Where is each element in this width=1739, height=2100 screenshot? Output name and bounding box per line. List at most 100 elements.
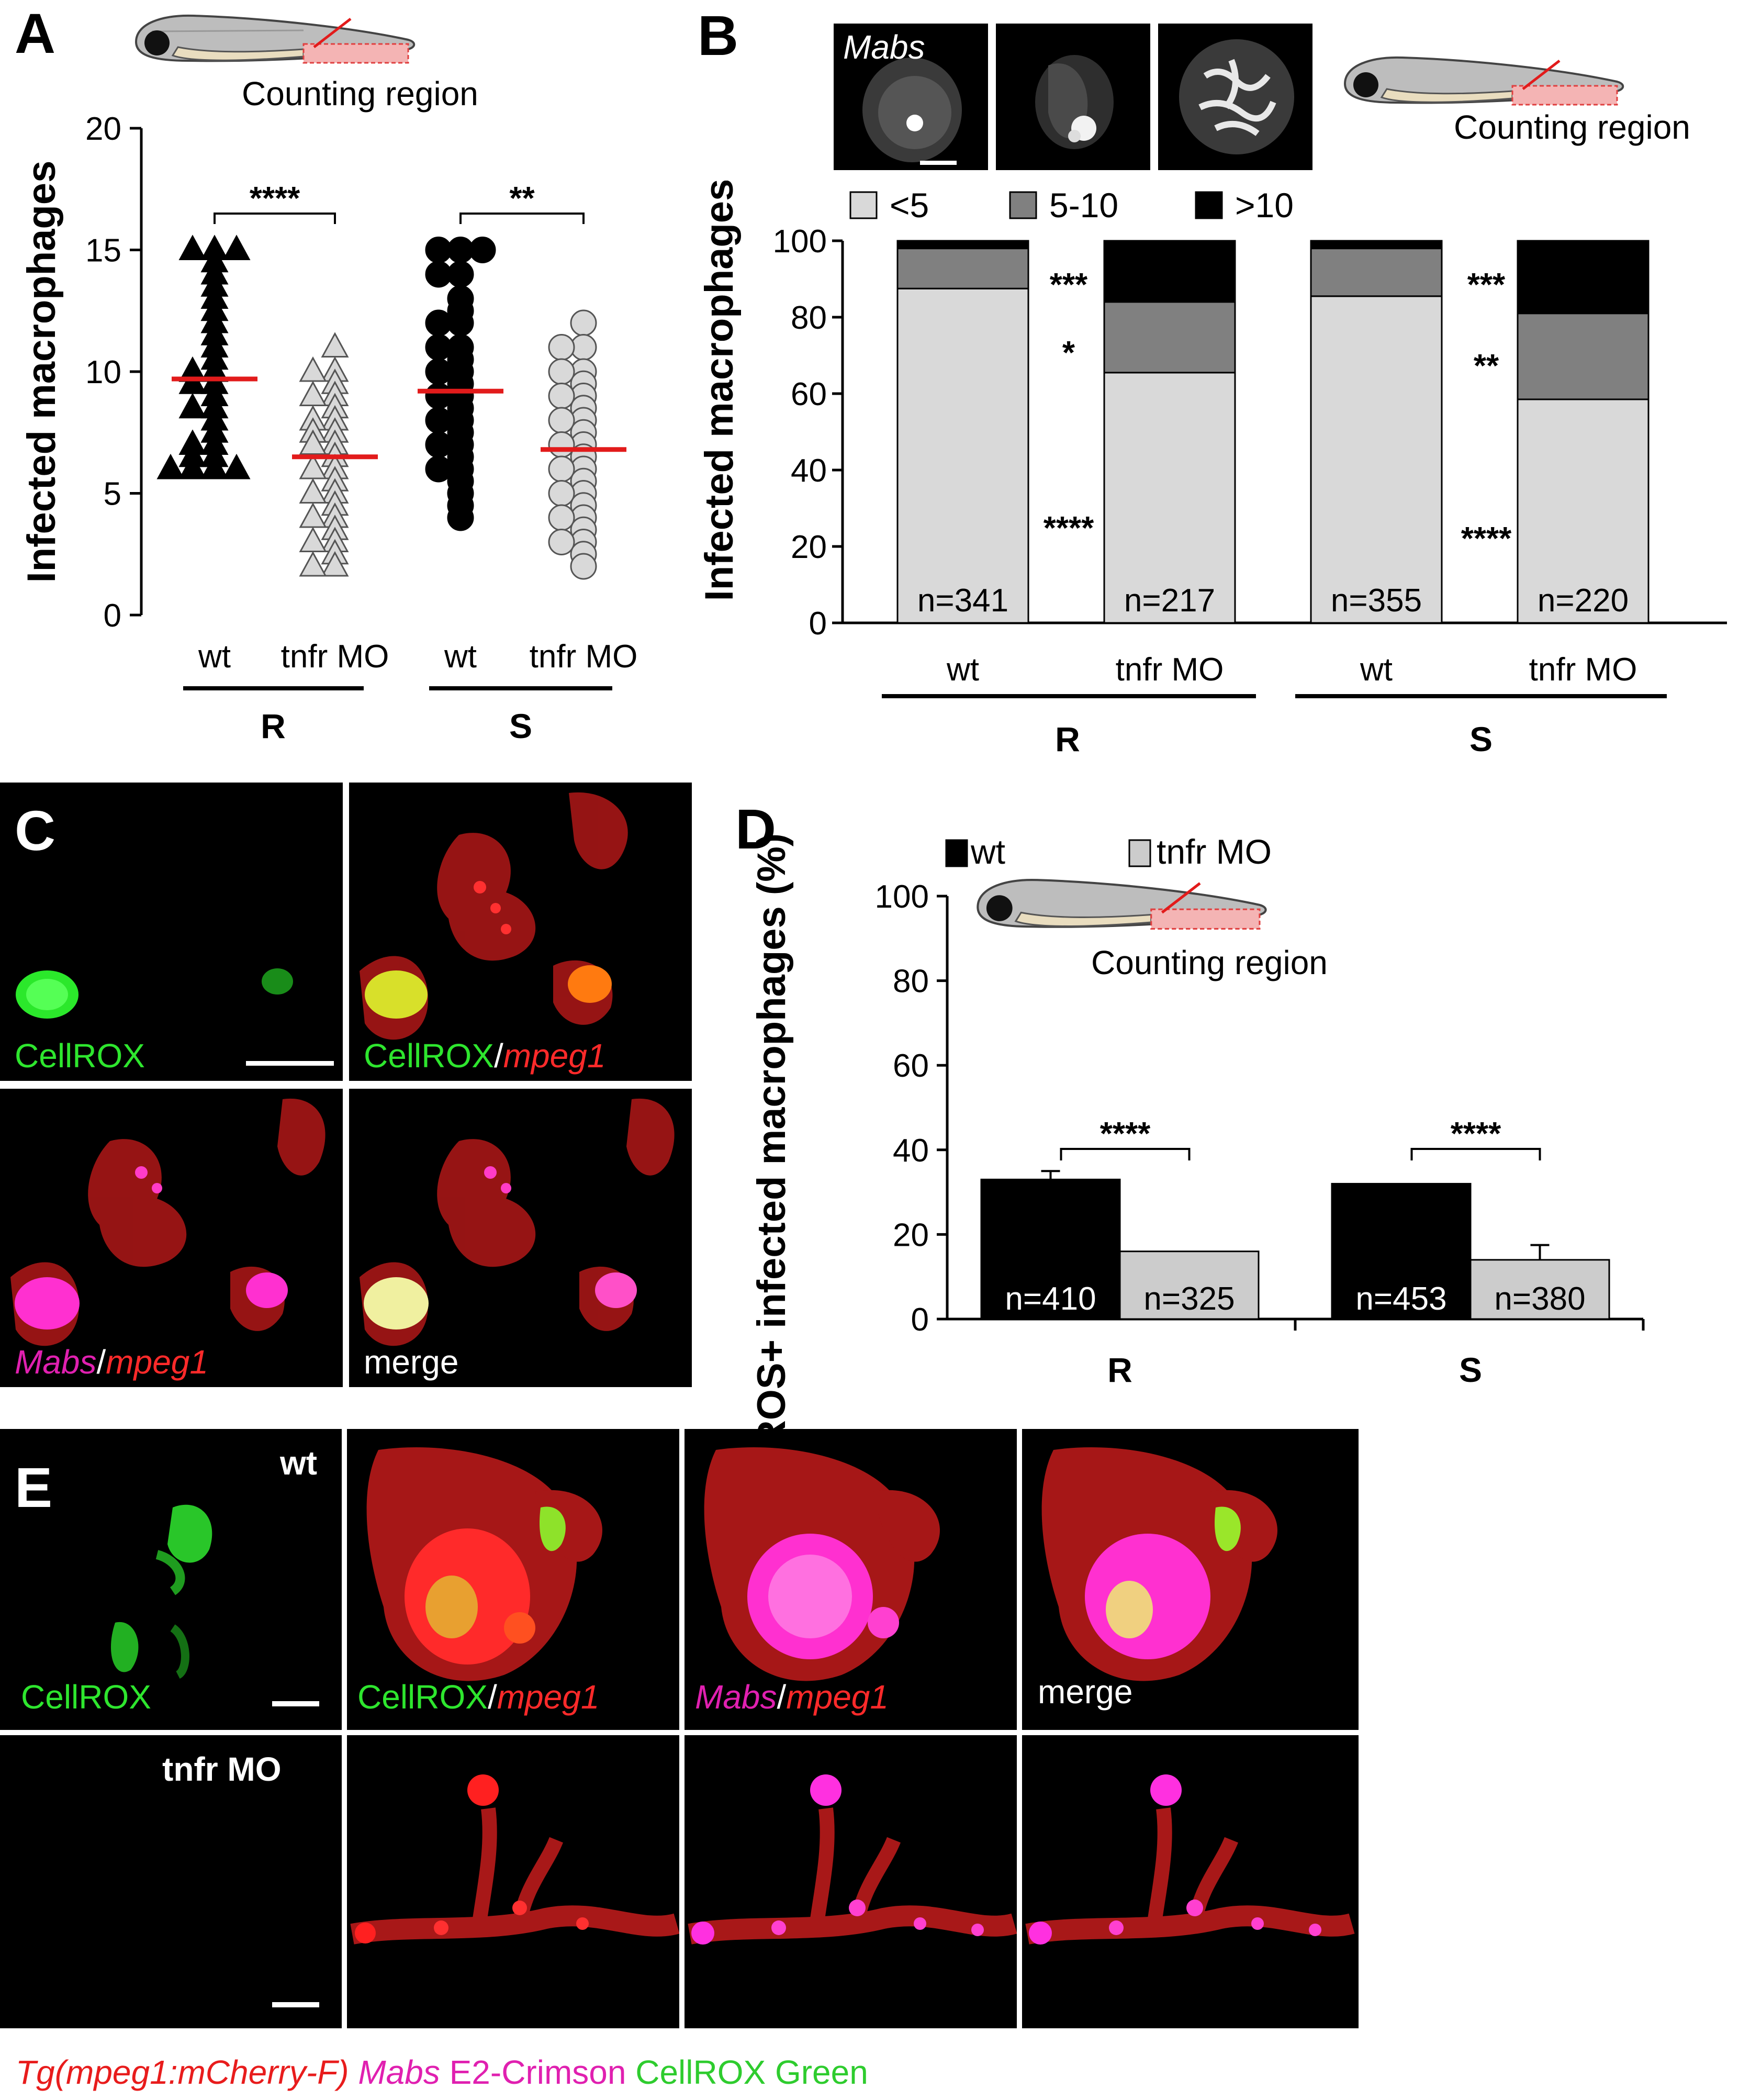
significance-bracket [459,213,585,224]
bar-d [1119,1250,1260,1320]
panel-label-c: C [15,799,55,862]
micrograph-c-merge: merge [349,1089,692,1387]
significance-label-d: **** [1100,1116,1151,1152]
counting-region-label-d: Counting region [1091,944,1328,981]
group-label-r: R [261,707,286,745]
y-tick-label-a: 0 [104,598,121,634]
mabs-image-label: Mabs [843,28,925,66]
data-point-triangle [200,453,229,479]
bar-n-label-d: n=380 [1494,1281,1585,1317]
y-axis-label-d: ROS+ infected macrophages (%) [749,833,794,1439]
data-point-triangle [222,453,251,479]
significance-bracket-d [1060,1148,1191,1160]
x-tick-label-b: wt [946,652,979,688]
data-point-triangle [321,551,349,577]
data-point-circle [548,480,575,507]
data-point-circle [425,261,452,288]
y-tick-label-a: 5 [104,476,121,512]
y-tick-label-d: 0 [911,1302,929,1338]
c-label-merge: merge [364,1343,459,1381]
micrograph-b-high [1158,24,1312,170]
significance-label-b: *** [1467,267,1506,303]
legend-swatch-d [945,839,968,867]
y-tick-label-d: 100 [875,879,929,915]
x-tick-label-b: tnfr MO [1116,652,1224,688]
bar-n-label-b: n=341 [917,583,1008,619]
bar-n-label-d: n=453 [1355,1281,1446,1317]
data-point-triangle [156,453,185,479]
micrograph-b-mid [996,24,1150,170]
x-tick-label-a: tnfr MO [530,639,638,675]
data-point-circle [425,309,452,337]
micrograph-e-tnfr-mpeg1 [347,1735,679,2028]
y-tick-label-d: 80 [893,964,929,1000]
y-tick-label-b: 80 [791,300,827,336]
significance-bracket [214,213,336,224]
significance-label-b: * [1062,335,1075,371]
data-point-circle [548,529,575,555]
data-point-triangle [299,551,327,577]
y-axis-label-a: Infected macrophages [19,161,64,583]
micrograph-c-cellrox-mpeg1: CellROX/mpeg1 [349,783,692,1081]
bar-d [980,1178,1121,1320]
bar-segment-b [896,287,1029,624]
group-label-s: S [1469,720,1493,758]
panel-label-d: D [735,797,776,861]
bar-segment-b [896,240,1029,250]
significance-label: ** [509,181,535,217]
data-point-circle [425,455,452,483]
x-tick-label-a: wt [444,639,477,675]
data-point-circle [425,383,452,409]
bar-segment-b [1103,372,1236,624]
y-tick-label-b: 40 [791,453,827,489]
bar-segment-b [1310,240,1443,250]
micrograph-e-wt-merge: merge [1022,1429,1359,1730]
data-point-circle [425,407,452,434]
y-tick-label-d: 60 [893,1048,929,1084]
group-label-s: S [509,707,532,745]
y-tick-label-b: 0 [809,606,827,642]
y-tick-label-b: 60 [791,376,827,412]
e-label-merge: merge [1038,1673,1133,1711]
significance-bracket-d [1410,1148,1541,1160]
bar-segment-b [1517,312,1650,400]
micrograph-e-tnfr-mabs [685,1735,1017,2028]
legend-swatch-b [1009,191,1037,219]
x-tick-label-a: tnfr MO [281,639,389,675]
legend-label-d: wt [970,832,1005,871]
bar-n-label-d: n=325 [1143,1281,1235,1317]
data-point-circle [548,431,575,458]
significance-label-b: ** [1474,348,1499,384]
y-tick-label-a: 10 [85,354,121,390]
micrograph-c-mabs-mpeg1: Mabs/mpeg1 [0,1089,343,1387]
data-point-triangle [222,234,251,260]
e-row-label-wt: wt [280,1444,318,1482]
significance-label-b: *** [1050,267,1088,303]
x-tick-label-d: R [1107,1350,1132,1389]
zebrafish-schematic-a [134,14,416,64]
data-point-circle [548,504,575,531]
bar-chart-d: ROS+ infected macrophages (%) wt tnfr MO 0… [749,832,1645,1439]
legend-label-b: 5-10 [1049,186,1118,225]
y-tick-label-b: 100 [773,224,827,260]
x-tick-label-d: S [1459,1350,1482,1389]
x-tick-label-a: wt [198,639,231,675]
y-tick-label-a: 15 [85,233,121,269]
bar-n-label-b: n=355 [1331,583,1422,619]
bar-d [1331,1182,1472,1320]
panel-label-b: B [698,4,738,67]
bar-segment-b [1310,248,1443,297]
e-row-label-tnfr: tnfr MO [162,1750,282,1788]
significance-label: **** [250,181,300,217]
c-label-cellrox: CellROX [15,1037,145,1075]
micrograph-e-wt-cellrox: CellROX wt [0,1429,342,1730]
e-label-mabs-mpeg1: Mabs/mpeg1 [695,1678,889,1716]
data-point-triangle [321,332,349,358]
y-tick-label-d: 20 [893,1217,929,1253]
micrograph-e-tnfr-cellrox: tnfr MO [0,1735,342,2028]
bar-segment-b [1517,398,1650,624]
data-point-triangle [178,453,207,479]
bar-n-label-b: n=217 [1124,583,1215,619]
data-point-circle [548,407,575,434]
